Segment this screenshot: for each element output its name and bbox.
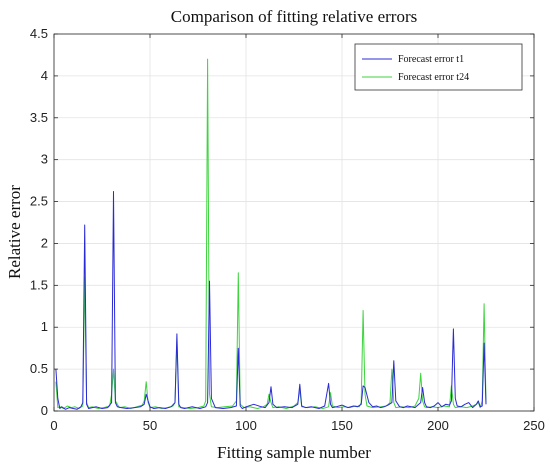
- y-tick-label: 3.5: [30, 110, 48, 125]
- y-tick-label: 1: [41, 319, 48, 334]
- legend-box: [354, 43, 523, 91]
- x-tick-labels: 0 50 100 150 200 250: [50, 418, 544, 433]
- x-tick-label: 100: [235, 418, 257, 433]
- legend-label-t24: Forecast error t24: [398, 72, 469, 83]
- tick-marks: [53, 33, 535, 412]
- x-axis-label: Fitting sample number: [217, 443, 371, 462]
- chart-title: Comparison of fitting relative errors: [171, 7, 417, 26]
- y-tick-label: 2.5: [30, 194, 48, 209]
- series-layer: [55, 58, 487, 410]
- y-tick-label: 4.5: [30, 26, 48, 41]
- y-tick-label: 0.5: [30, 361, 48, 376]
- x-tick-label: 50: [143, 418, 157, 433]
- x-tick-label: 150: [331, 418, 353, 433]
- x-tick-label: 200: [427, 418, 449, 433]
- y-axis-label: Relative error: [5, 185, 24, 279]
- y-tick-labels: 0 0.5 1 1.5 2 2.5 3 3.5 4 4.5: [30, 26, 48, 418]
- series-line-t1: [55, 191, 487, 410]
- x-tick-label: 0: [50, 418, 57, 433]
- plot-background: [54, 34, 534, 411]
- y-tick-label: 3: [41, 152, 48, 167]
- x-tick-label: 250: [523, 418, 545, 433]
- legend-label-t1: Forecast error t1: [398, 54, 464, 65]
- y-tick-label: 4: [41, 68, 48, 83]
- plot-frame: [53, 33, 535, 412]
- legend: Forecast error t1 Forecast error t24: [354, 43, 523, 91]
- y-tick-label: 2: [41, 235, 48, 250]
- y-tick-label: 0: [41, 403, 48, 418]
- y-tick-label: 1.5: [30, 277, 48, 292]
